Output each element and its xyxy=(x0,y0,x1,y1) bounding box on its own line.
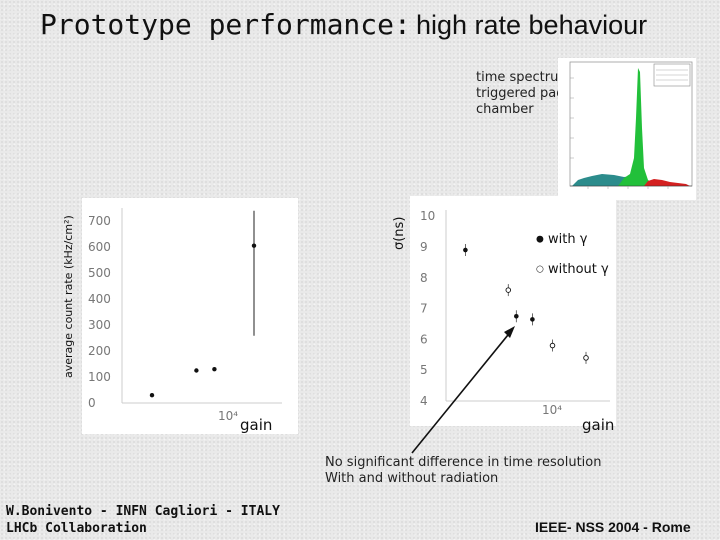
count-rate-chart: 0 100 200 300 400 500 600 700 10⁴ xyxy=(88,208,282,423)
conclusion-line1: No significant difference in time resolu… xyxy=(325,455,602,470)
left-chart-xlabel: gain xyxy=(240,416,273,434)
footer-right: IEEE- NSS 2004 - Rome xyxy=(535,519,691,535)
left-data-point xyxy=(194,368,199,373)
right-x-tick-label: 10⁴ xyxy=(542,403,562,417)
legend-open-marker: ○ xyxy=(536,264,544,275)
left-y-tick-label: 400 xyxy=(88,292,111,306)
right-y-tick-label: 9 xyxy=(420,240,428,254)
slide-title: Prototype performance: high rate behavio… xyxy=(40,8,647,41)
right-y-tick-label: 10 xyxy=(420,209,435,223)
left-y-tick-label: 700 xyxy=(88,214,111,228)
footer-left: W.Bonivento - INFN Cagliori - ITALY LHCb… xyxy=(6,503,280,537)
right-y-tick-label: 8 xyxy=(420,271,428,285)
left-y-tick-label: 500 xyxy=(88,266,111,280)
legend-with-gamma-label: with γ xyxy=(548,232,588,247)
right-point-with-gamma xyxy=(530,317,535,322)
left-y-tick-label: 100 xyxy=(88,370,111,384)
legend-without-gamma-label: without γ xyxy=(548,262,609,277)
left-y-tick-label: 0 xyxy=(88,396,96,410)
left-chart-panel: 0 100 200 300 400 500 600 700 10⁴ xyxy=(82,198,298,434)
title-part2: high rate behaviour xyxy=(415,10,648,40)
right-point-without-gamma xyxy=(583,355,589,361)
right-point-without-gamma xyxy=(505,287,512,293)
time-spectrum-inset xyxy=(558,58,696,200)
conclusion-line2: With and without radiation xyxy=(325,471,499,486)
right-point-without-gamma xyxy=(549,342,556,349)
conclusion-text: No significant difference in time resolu… xyxy=(325,455,602,487)
right-y-tick-label: 7 xyxy=(420,302,428,316)
right-chart-xlabel: gain xyxy=(582,416,615,434)
left-y-tick-label: 300 xyxy=(88,318,111,332)
right-chart-panel: 4 5 6 7 8 9 10 10⁴ xyxy=(410,196,616,426)
left-x-tick-label: 10⁴ xyxy=(218,409,238,423)
footer-collab: LHCb Collaboration xyxy=(6,521,147,536)
right-y-tick-label: 6 xyxy=(420,332,428,346)
legend-filled-marker: ● xyxy=(536,234,544,245)
legend-with-gamma: ● with γ xyxy=(536,232,587,247)
time-spectrum-histogram xyxy=(558,58,696,200)
time-resolution-chart: 4 5 6 7 8 9 10 10⁴ xyxy=(420,209,610,417)
right-point-with-gamma xyxy=(514,313,519,319)
footer-author: W.Bonivento - INFN Cagliori - ITALY xyxy=(6,504,280,519)
right-point-with-gamma xyxy=(463,247,468,253)
left-y-tick-label: 200 xyxy=(88,344,111,358)
left-data-point xyxy=(212,367,217,372)
left-data-point xyxy=(149,393,155,398)
right-y-tick-label: 5 xyxy=(420,363,428,377)
title-part1: Prototype performance: xyxy=(40,8,411,41)
left-data-point xyxy=(251,243,257,248)
legend-without-gamma: ○ without γ xyxy=(536,262,609,277)
left-y-tick-label: 600 xyxy=(88,240,111,254)
right-y-tick-label: 4 xyxy=(420,394,428,408)
